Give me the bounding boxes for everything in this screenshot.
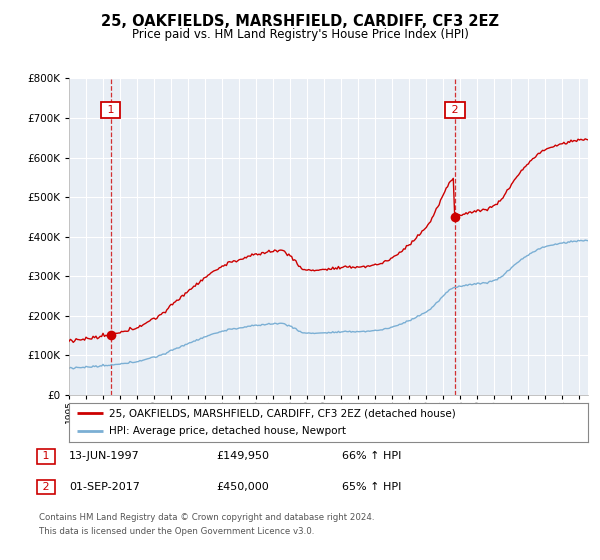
Text: Price paid vs. HM Land Registry's House Price Index (HPI): Price paid vs. HM Land Registry's House … bbox=[131, 28, 469, 41]
Text: 65% ↑ HPI: 65% ↑ HPI bbox=[342, 482, 401, 492]
Text: £149,950: £149,950 bbox=[216, 451, 269, 461]
Text: HPI: Average price, detached house, Newport: HPI: Average price, detached house, Newp… bbox=[109, 426, 346, 436]
Text: 01-SEP-2017: 01-SEP-2017 bbox=[69, 482, 140, 492]
Text: 1: 1 bbox=[39, 451, 53, 461]
Text: £450,000: £450,000 bbox=[216, 482, 269, 492]
Text: 1: 1 bbox=[104, 105, 118, 115]
Text: 25, OAKFIELDS, MARSHFIELD, CARDIFF, CF3 2EZ (detached house): 25, OAKFIELDS, MARSHFIELD, CARDIFF, CF3 … bbox=[109, 408, 456, 418]
Text: 2: 2 bbox=[448, 105, 462, 115]
Text: 25, OAKFIELDS, MARSHFIELD, CARDIFF, CF3 2EZ: 25, OAKFIELDS, MARSHFIELD, CARDIFF, CF3 … bbox=[101, 14, 499, 29]
Text: 13-JUN-1997: 13-JUN-1997 bbox=[69, 451, 140, 461]
Text: This data is licensed under the Open Government Licence v3.0.: This data is licensed under the Open Gov… bbox=[39, 528, 314, 536]
Text: 66% ↑ HPI: 66% ↑ HPI bbox=[342, 451, 401, 461]
Text: Contains HM Land Registry data © Crown copyright and database right 2024.: Contains HM Land Registry data © Crown c… bbox=[39, 514, 374, 522]
Text: 2: 2 bbox=[39, 482, 53, 492]
